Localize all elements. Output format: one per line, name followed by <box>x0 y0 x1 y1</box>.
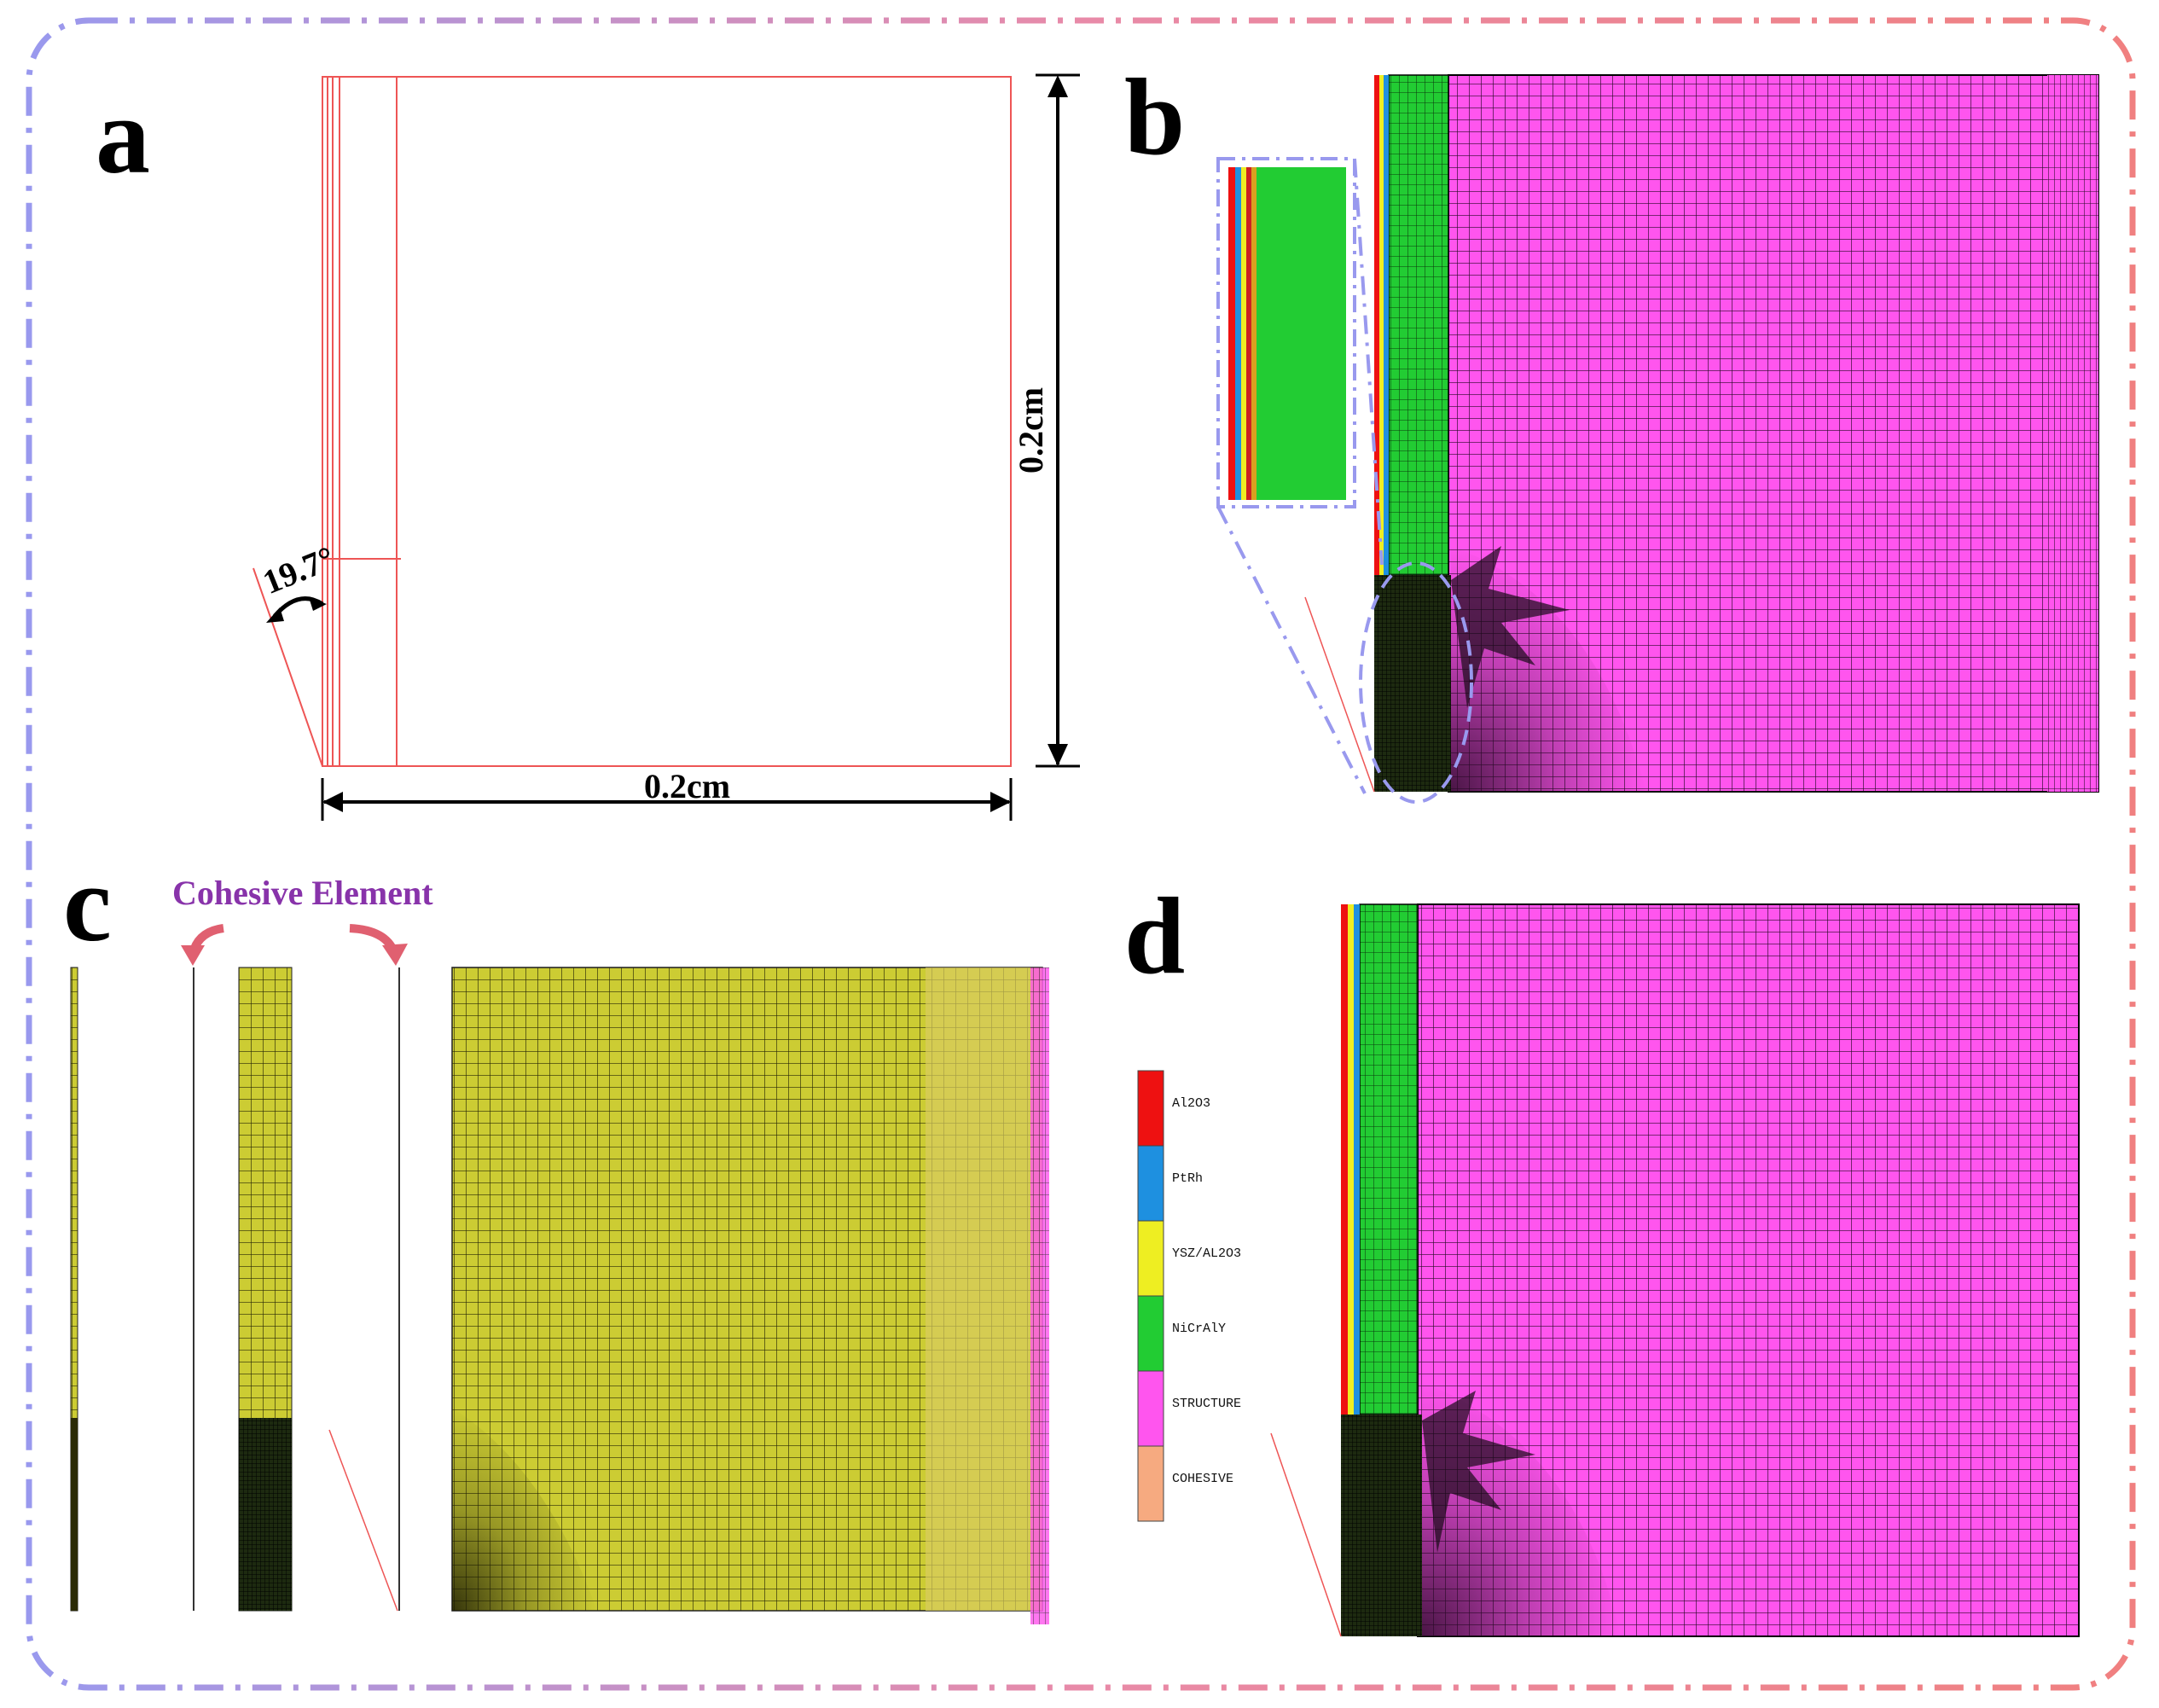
height-arrow-top <box>1048 75 1068 97</box>
angle-arrow-right <box>309 597 327 611</box>
crack-spikes-d <box>1422 1391 1535 1553</box>
zoom-connector-bottom <box>1216 506 1367 794</box>
inclined-edge-c <box>328 1429 398 1612</box>
refined-region-d <box>1341 1415 1422 1636</box>
angle-arrow-left <box>266 607 284 623</box>
zoom-connector-top <box>1353 158 1384 566</box>
legend-label-2: YSZ/AL2O3 <box>1172 1246 1241 1261</box>
al2o3-stripe-d <box>1341 904 1348 1636</box>
nicraly-layer <box>1388 74 1449 576</box>
panel-b-letter: b <box>1124 56 1185 177</box>
width-arrow-right <box>990 792 1011 812</box>
panel-c-letter: c <box>63 843 112 964</box>
panel-c: c Cohesive Element <box>63 843 1049 1624</box>
inclined-edge-d <box>1270 1432 1342 1637</box>
ptrh-stripe-d <box>1354 904 1360 1415</box>
panel-b: b <box>1124 56 2099 804</box>
inset-frame <box>1216 157 1356 508</box>
thin-strip-dark <box>71 1418 78 1611</box>
substrate-fan <box>452 1408 597 1611</box>
legend-swatch-4 <box>1137 1370 1164 1447</box>
cohesive-element-label: Cohesive Element <box>172 874 433 912</box>
panel-d: d Al2O3 PtRh YSZ/AL2O3 NiCrAlY STRUCTURE COHE… <box>1124 875 2080 1637</box>
inset-red2 <box>1246 167 1251 500</box>
legend-swatch-5 <box>1137 1445 1164 1522</box>
inset-ptrh <box>1235 167 1241 500</box>
legend-label-5: COHESIVE <box>1172 1472 1233 1486</box>
inset-al2o3 <box>1228 167 1235 500</box>
panel-d-letter: d <box>1124 875 1185 996</box>
panel-a: a 19.7° 0.2cm 0.2cm <box>96 73 1080 821</box>
height-label: 0.2cm <box>1012 387 1050 473</box>
legend-label-1: PtRh <box>1172 1171 1203 1186</box>
bond-coat-dark <box>239 1418 292 1611</box>
legend-swatch-0 <box>1137 1070 1164 1147</box>
panel-a-letter: a <box>96 75 150 196</box>
inclined-edge-b <box>1304 596 1375 793</box>
structure-fine-band <box>2047 75 2098 792</box>
inset-orange <box>1251 167 1257 500</box>
substrate-pink-edge <box>1030 967 1049 1624</box>
legend-label-4: STRUCTURE <box>1172 1397 1241 1411</box>
legend-swatch-3 <box>1137 1295 1164 1372</box>
cohesive-arrowhead-left <box>181 945 205 966</box>
material-legend: Al2O3 PtRh YSZ/AL2O3 NiCrAlY STRUCTURE COHESI… <box>1137 1070 1241 1522</box>
crack-spikes <box>1451 546 1570 708</box>
width-arrow-left <box>322 792 343 812</box>
ptrh-stripe <box>1384 75 1389 575</box>
zoom-ellipse <box>1359 561 1473 804</box>
inset-ysz <box>1241 167 1246 500</box>
legend-label-0: Al2O3 <box>1172 1096 1210 1111</box>
cohesive-arrowhead-right <box>382 944 408 966</box>
width-label: 0.2cm <box>644 767 730 805</box>
refined-region <box>1374 575 1451 792</box>
domain-square <box>322 76 1012 767</box>
ysz-stripe <box>1379 75 1384 575</box>
legend-swatch-1 <box>1137 1145 1164 1222</box>
ysz-stripe-d <box>1348 904 1354 1415</box>
outer-frame <box>26 17 2136 1691</box>
nicraly-layer-d <box>1359 903 1419 1415</box>
al2o3-stripe <box>1374 75 1379 792</box>
inclined-edge <box>252 567 323 767</box>
height-arrow-bottom <box>1048 744 1068 766</box>
legend-swatch-2 <box>1137 1220 1164 1297</box>
legend-label-3: NiCrAlY <box>1172 1322 1226 1336</box>
substrate-fine-band <box>926 967 1042 1611</box>
